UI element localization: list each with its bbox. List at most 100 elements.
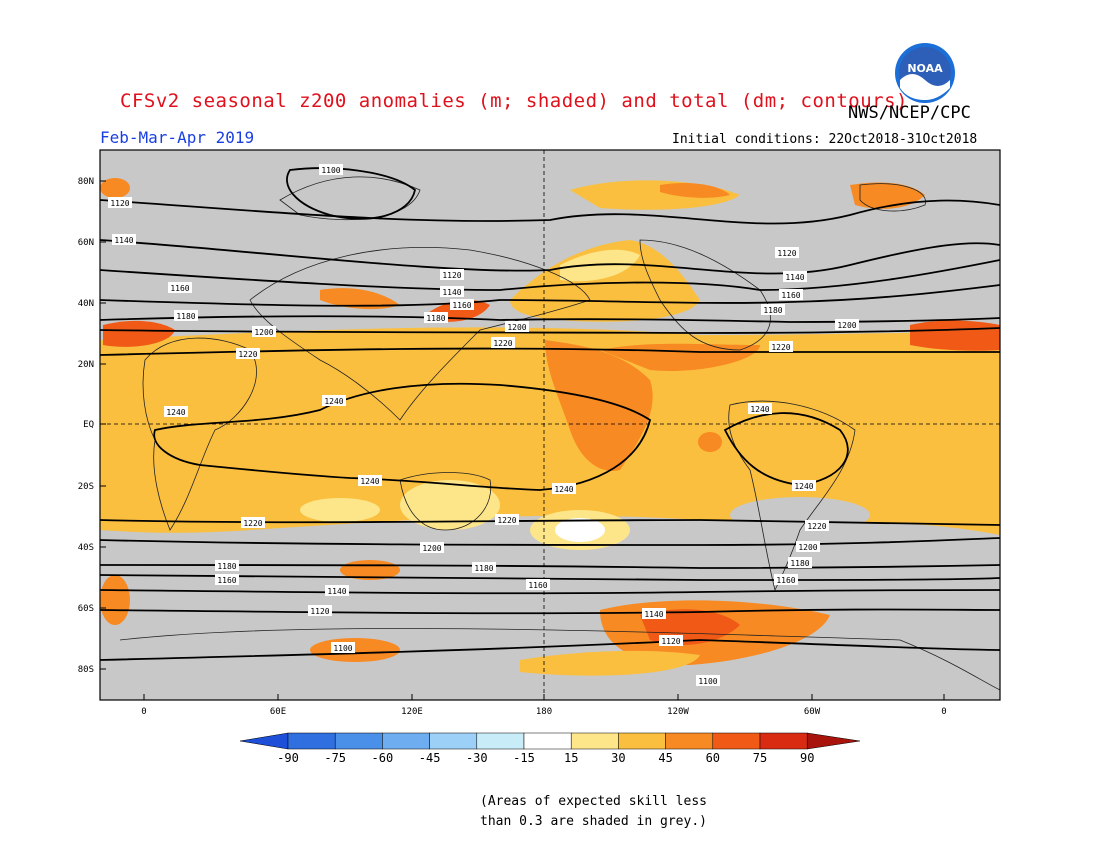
height-contours <box>100 167 1000 661</box>
contour-label: 1240 <box>748 403 772 414</box>
org-label: NWS/NCEP/CPC <box>848 103 971 123</box>
south-pacific-white <box>555 518 605 542</box>
noaa-logo-icon: NOAA <box>895 43 955 103</box>
colorbar-tick-label: -15 <box>513 751 535 765</box>
contour-label: 1120 <box>775 247 799 258</box>
contour-label: 1240 <box>322 395 346 406</box>
svg-text:1240: 1240 <box>554 485 573 494</box>
colorbar-box <box>712 732 761 750</box>
europe-anomaly <box>320 288 400 310</box>
contour-label: 1220 <box>491 337 515 348</box>
contour-label: 1180 <box>788 557 812 568</box>
contour-label: 1140 <box>325 585 349 596</box>
contour-label: 1100 <box>331 642 355 653</box>
svg-text:1160: 1160 <box>528 581 547 590</box>
lat-label: 20S <box>78 482 94 492</box>
colorbar-tick-label: 15 <box>564 751 578 765</box>
contour-label: 1160 <box>215 574 239 585</box>
contour-label: 1180 <box>472 562 496 573</box>
antarctic-anomaly <box>520 650 700 676</box>
svg-text:1200: 1200 <box>422 544 441 553</box>
contour-label: 1240 <box>164 406 188 417</box>
svg-text:1140: 1140 <box>327 587 346 596</box>
east-pacific-anomaly <box>698 432 722 452</box>
contour-label: 1140 <box>440 286 464 297</box>
contour-label: 1220 <box>495 514 519 525</box>
contour-label: 1200 <box>252 326 276 337</box>
contour-label: 1220 <box>241 517 265 528</box>
contour-label: 1200 <box>505 321 529 332</box>
colorbar-tick-label: -75 <box>324 751 346 765</box>
svg-text:1240: 1240 <box>750 405 769 414</box>
north-africa-anomaly <box>103 320 175 347</box>
colorbar-box <box>523 732 572 750</box>
north-pacific-light <box>560 249 640 282</box>
equatorial-pacific-anomaly <box>545 340 653 471</box>
svg-text:1160: 1160 <box>452 301 471 310</box>
svg-text:1180: 1180 <box>474 564 493 573</box>
lon-label: 120W <box>667 707 689 717</box>
svg-text:1180: 1180 <box>790 559 809 568</box>
colorbar-tick-label: 75 <box>753 751 767 765</box>
map-title: CFSv2 seasonal z200 anomalies (m; shaded… <box>120 90 908 112</box>
contour-label: 1240 <box>552 483 576 494</box>
skill-note: (Areas of expected skill less than 0.3 a… <box>480 794 707 829</box>
colorbar-box <box>665 732 714 750</box>
colorbar-tick-label: -30 <box>466 751 488 765</box>
contour-label: 1200 <box>796 541 820 552</box>
svg-text:1220: 1220 <box>493 339 512 348</box>
svg-text:1100: 1100 <box>333 644 352 653</box>
contour-label: 1180 <box>174 310 198 321</box>
lon-label: 60W <box>804 707 821 717</box>
svg-text:1140: 1140 <box>442 288 461 297</box>
contour-label: 1200 <box>835 319 859 330</box>
svg-text:1120: 1120 <box>110 199 129 208</box>
svg-text:1200: 1200 <box>507 323 526 332</box>
lat-label: EQ <box>83 420 94 430</box>
svg-text:1160: 1160 <box>170 284 189 293</box>
svg-text:1180: 1180 <box>763 306 782 315</box>
longitude-axis: 0 60E 120E 180 120W 60W 0 <box>141 694 947 717</box>
contour-label: 1140 <box>642 608 666 619</box>
colorbar-tick-label: 60 <box>706 751 720 765</box>
colorbar-arrow-right <box>806 732 861 750</box>
contour-label: 1100 <box>319 164 343 175</box>
contour-label: 1160 <box>450 299 474 310</box>
svg-text:1240: 1240 <box>360 477 379 486</box>
colorbar-tick-label: -90 <box>277 751 299 765</box>
lat-label: 80S <box>78 665 94 675</box>
contour-label: 1220 <box>805 520 829 531</box>
colorbar-arrow-left <box>239 732 289 750</box>
lat-label: 60N <box>78 238 94 248</box>
svg-text:1180: 1180 <box>176 312 195 321</box>
svg-text:1120: 1120 <box>777 249 796 258</box>
svg-text:1180: 1180 <box>426 314 445 323</box>
lat-label: 80N <box>78 177 94 187</box>
svg-text:1240: 1240 <box>794 482 813 491</box>
contour-label: 1140 <box>783 271 807 282</box>
scandinavia-anomaly <box>100 178 130 198</box>
colorbar-box <box>618 732 666 750</box>
contour-label: 1160 <box>774 574 798 585</box>
contour-label: 1120 <box>440 269 464 280</box>
indian-ocean-light <box>300 498 380 522</box>
colorbar-box <box>382 732 430 750</box>
colorbar-box <box>429 732 478 750</box>
south-america-grey <box>730 497 870 533</box>
svg-text:1160: 1160 <box>781 291 800 300</box>
contour-label: 1160 <box>168 282 192 293</box>
svg-text:1240: 1240 <box>166 408 185 417</box>
contour-label: 1180 <box>424 312 448 323</box>
lon-label: 0 <box>141 707 146 717</box>
lat-label: 20N <box>78 360 94 370</box>
lon-label: 0 <box>941 707 946 717</box>
svg-text:1220: 1220 <box>807 522 826 531</box>
contour-label: 1120 <box>308 605 332 616</box>
map-shading <box>100 150 1000 700</box>
contour-label: 1120 <box>659 635 683 646</box>
svg-text:1120: 1120 <box>442 271 461 280</box>
colorbar-tick-label: 90 <box>800 751 814 765</box>
latitude-axis: 80N 60N 40N 20N EQ 20S 40S 60S 80S <box>78 177 106 675</box>
